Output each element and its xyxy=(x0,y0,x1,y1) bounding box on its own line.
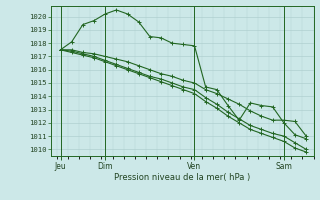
X-axis label: Pression niveau de la mer( hPa ): Pression niveau de la mer( hPa ) xyxy=(114,173,251,182)
